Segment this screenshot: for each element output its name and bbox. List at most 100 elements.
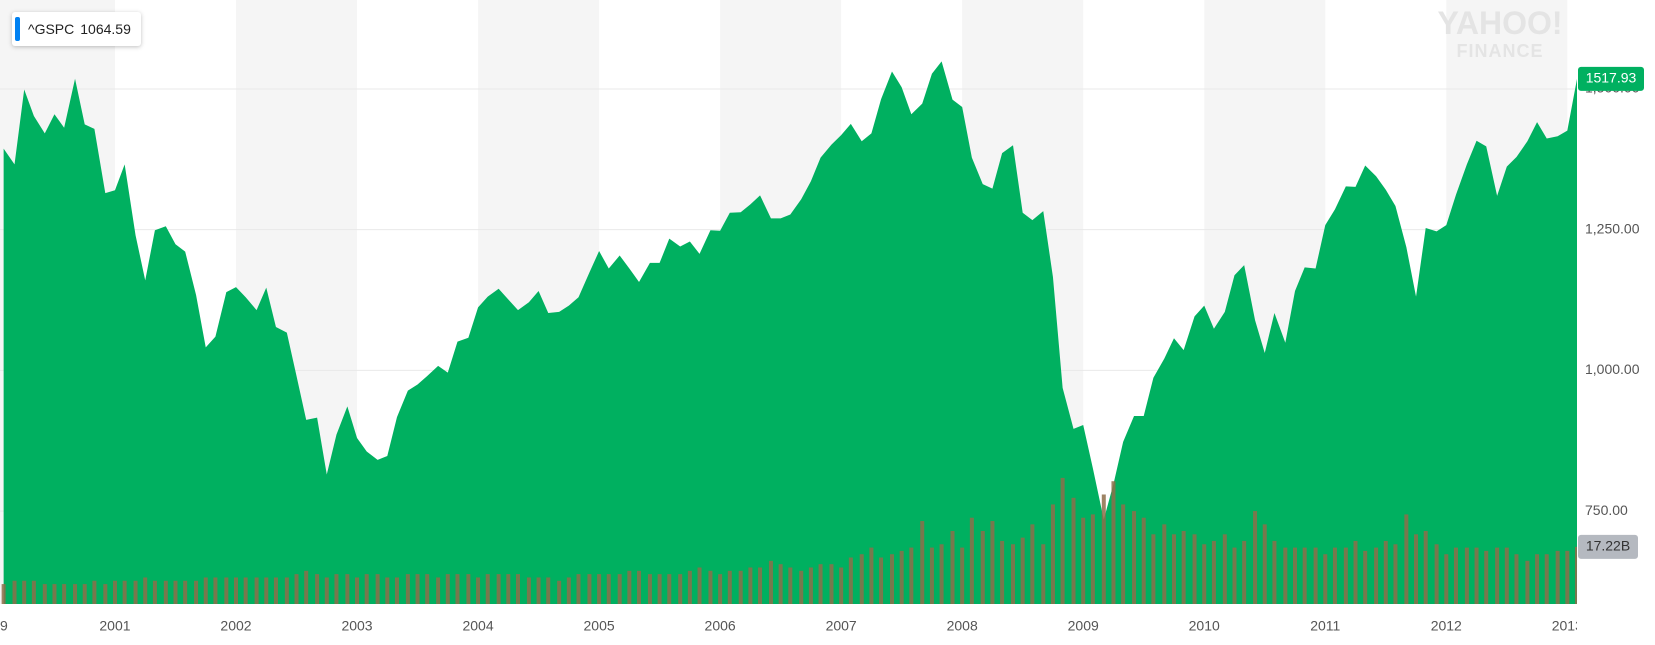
volume-bar	[1253, 511, 1258, 604]
volume-bar	[1343, 547, 1348, 604]
volume-bar	[950, 530, 955, 604]
volume-bar	[1414, 534, 1419, 604]
volume-bar	[394, 577, 399, 604]
volume-bar	[476, 577, 481, 604]
watermark: FINANCE	[1457, 41, 1544, 61]
volume-bar	[234, 577, 239, 604]
volume-bar	[1071, 497, 1076, 604]
volume-bar	[213, 577, 218, 604]
volume-bar	[818, 564, 823, 604]
volume-bar	[799, 570, 804, 604]
volume-bar	[1383, 540, 1388, 604]
volume-bar	[1, 584, 6, 604]
volume-bar	[1141, 517, 1146, 604]
volume-bar	[1434, 544, 1439, 604]
volume-bar	[385, 577, 390, 604]
volume-bar	[1090, 514, 1095, 604]
volume-bar	[445, 574, 450, 604]
volume-bar	[1332, 547, 1337, 604]
volume-bar	[485, 574, 490, 604]
volume-bar	[324, 577, 329, 604]
volume-bar	[839, 567, 844, 604]
x-tick-label: 2011	[1310, 618, 1340, 634]
volume-bar	[1514, 554, 1519, 604]
volume-bar	[194, 580, 199, 604]
volume-bar	[1162, 524, 1167, 604]
volume-bar	[1232, 547, 1237, 604]
volume-bar	[1444, 554, 1449, 604]
volume-bar	[536, 577, 541, 604]
volume-bar	[92, 580, 97, 604]
volume-bar	[879, 557, 884, 604]
volume-bar	[1030, 524, 1035, 604]
volume-bar	[1050, 504, 1055, 604]
volume-bar	[939, 544, 944, 604]
volume-bar	[1262, 524, 1267, 604]
volume-bar	[909, 547, 914, 604]
volume-bar	[264, 577, 269, 604]
volume-bar	[637, 570, 642, 604]
volume-bar	[708, 570, 713, 604]
volume-tag-label: 17.22B	[1586, 538, 1630, 554]
volume-bar	[425, 574, 430, 604]
volume-bar	[1363, 550, 1368, 604]
volume-bar	[375, 574, 380, 604]
volume-bar	[1242, 540, 1247, 604]
volume-bar	[22, 580, 27, 604]
volume-bar	[294, 574, 299, 604]
volume-bar	[617, 574, 622, 604]
volume-bar	[657, 574, 662, 604]
volume-bar	[697, 567, 702, 604]
x-tick-label: 2001	[99, 618, 130, 634]
volume-bar	[718, 574, 723, 604]
volume-bar	[546, 577, 551, 604]
x-tick-label: 2013	[1552, 618, 1583, 634]
volume-bar	[829, 564, 834, 604]
volume-bar	[969, 517, 974, 604]
volume-bar	[1020, 537, 1025, 604]
price-area	[3, 61, 1577, 605]
volume-bar	[1011, 544, 1016, 604]
volume-bar	[1302, 547, 1307, 604]
volume-bar	[606, 574, 611, 604]
legend: ^GSPC 1064.59	[12, 12, 141, 46]
volume-bar	[122, 580, 127, 604]
volume-bar	[1202, 544, 1207, 604]
volume-bar	[516, 574, 521, 604]
y-tick-label: 750.00	[1585, 502, 1628, 518]
volume-bar	[1393, 544, 1398, 604]
volume-bar	[284, 577, 289, 604]
x-tick-label: 2008	[947, 618, 978, 634]
volume-bar	[1404, 514, 1409, 604]
volume-bar	[1081, 517, 1086, 604]
volume-bar	[506, 574, 511, 604]
volume-bar	[1374, 547, 1379, 604]
x-tick-label: 2010	[1189, 618, 1220, 634]
volume-bar	[31, 580, 36, 604]
x-tick-label: 2012	[1431, 618, 1462, 634]
volume-bar	[1525, 560, 1530, 604]
volume-bar	[597, 574, 602, 604]
volume-bar	[1565, 550, 1570, 604]
y-tick-label: 1,250.00	[1585, 220, 1640, 236]
volume-bar	[1293, 547, 1298, 604]
volume-bar	[990, 521, 995, 604]
volume-bar	[334, 574, 339, 604]
volume-bar	[133, 580, 138, 604]
volume-bar	[243, 577, 248, 604]
volume-bar	[1535, 554, 1540, 604]
y-tick-label: 1,000.00	[1585, 361, 1640, 377]
volume-bar	[1484, 550, 1489, 604]
volume-bar	[566, 577, 571, 604]
volume-bar	[42, 584, 47, 604]
volume-bar	[183, 580, 188, 604]
volume-bar	[1272, 540, 1277, 604]
volume-bar	[466, 574, 471, 604]
volume-bar	[415, 574, 420, 604]
volume-bar	[1423, 530, 1428, 604]
volume-bar	[405, 574, 410, 604]
volume-bar	[315, 574, 320, 604]
volume-bar	[163, 580, 168, 604]
price-tag	[1578, 66, 1644, 91]
